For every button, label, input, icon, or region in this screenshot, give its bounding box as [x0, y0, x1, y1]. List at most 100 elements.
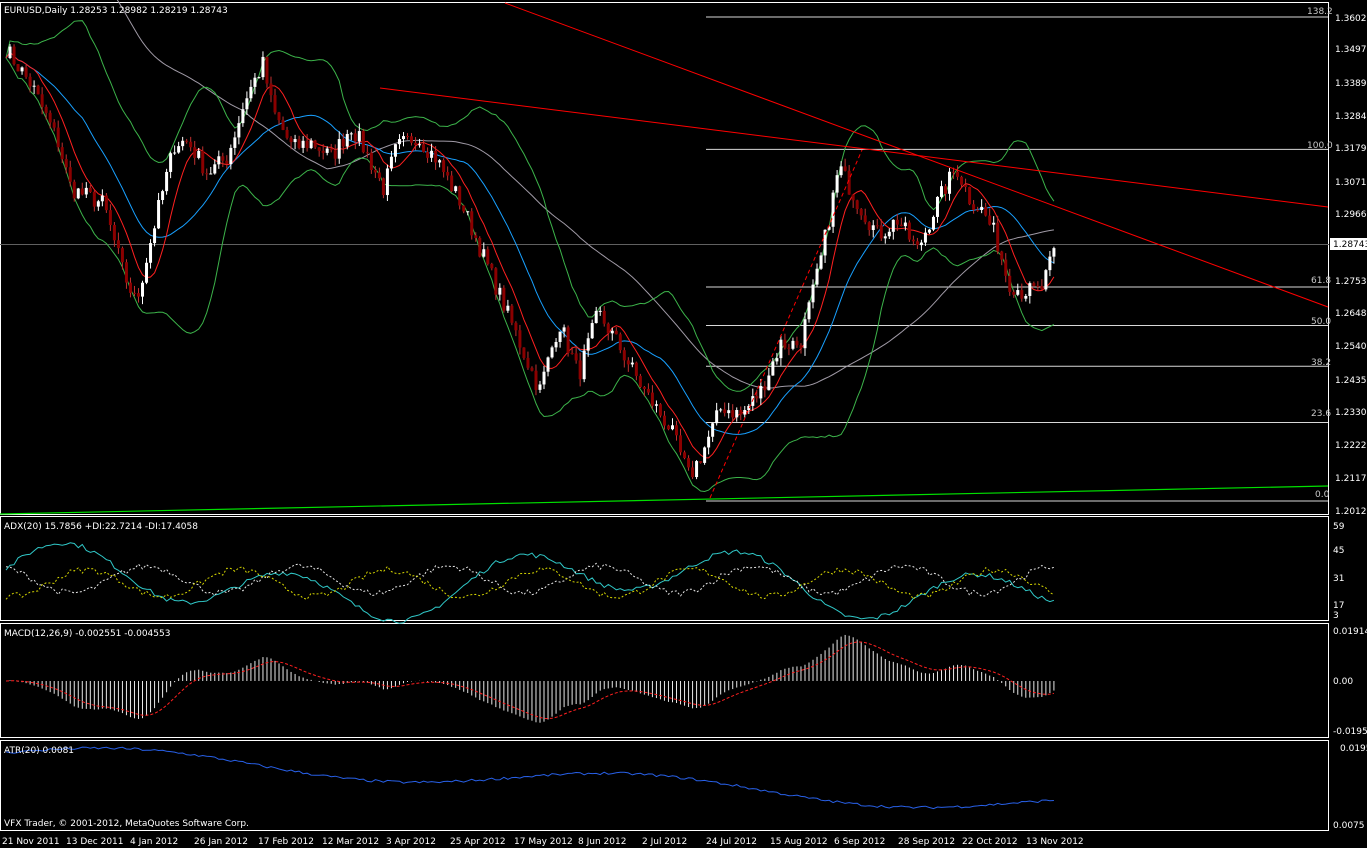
candle-body: [494, 268, 498, 295]
candle-body: [630, 362, 634, 365]
candle-body: [590, 323, 594, 339]
candle-body: [899, 224, 903, 227]
candle-body: [719, 409, 723, 411]
current-price-box: [1330, 238, 1367, 250]
candle-body: [393, 144, 397, 157]
candle-body: [675, 425, 679, 436]
candle-body: [859, 209, 863, 216]
candle-body: [64, 159, 68, 168]
candle-body: [482, 249, 486, 257]
candle-body: [169, 153, 173, 172]
adx-tick: 59: [1333, 522, 1345, 532]
fib-label: 23.6: [1311, 409, 1331, 419]
candle-body: [406, 136, 409, 138]
candle-body: [1000, 251, 1004, 260]
candle-body: [321, 150, 325, 153]
candle-body: [775, 358, 779, 362]
candle-body: [935, 196, 939, 217]
candle-body: [851, 194, 855, 201]
price-tick: 1.27530: [1335, 277, 1367, 287]
main-chart-border: [0, 2, 1329, 515]
candle-body: [265, 56, 269, 84]
candle-body: [506, 305, 510, 311]
candle-body: [301, 140, 305, 148]
atr-panel-border: [0, 740, 1329, 831]
candle-body: [795, 340, 799, 346]
fib-label: 61.8: [1311, 276, 1331, 286]
macd-header: MACD(12,26,9) -0.002551 -0.004553: [4, 629, 170, 639]
candle-body: [60, 147, 64, 160]
candle-body: [446, 172, 450, 176]
candle-body: [1048, 256, 1052, 271]
price-tick: 1.20120: [1335, 507, 1367, 517]
current-price-label: 1.28743: [1333, 240, 1367, 250]
candle-body: [783, 339, 787, 348]
candle-body: [558, 331, 562, 342]
resistance-trendline: [379, 87, 1329, 208]
candle-body: [72, 181, 76, 199]
candle-body: [173, 152, 177, 154]
candle-body: [56, 127, 60, 148]
candle-body: [474, 235, 478, 238]
candle-body: [213, 164, 217, 174]
candle-body: [1004, 259, 1008, 276]
candle-body: [691, 467, 695, 478]
candle-body: [116, 240, 120, 249]
candle-body: [831, 192, 835, 227]
candle-body: [249, 86, 253, 99]
candle-body: [666, 425, 670, 430]
candle-body: [293, 139, 297, 143]
candle-body: [964, 184, 968, 188]
candle-body: [598, 310, 602, 312]
candle-body: [189, 141, 193, 148]
candle-body: [871, 225, 875, 231]
candle-body: [297, 139, 301, 148]
candle-body: [209, 173, 213, 175]
date-label: 12 Mar 2012: [322, 837, 379, 847]
candle-body: [735, 410, 739, 418]
fib-label: 138.2: [1307, 7, 1333, 17]
candle-body: [281, 120, 285, 130]
main-header: EURUSD,Daily 1.28253 1.28982 1.28219 1.2…: [4, 6, 228, 16]
candle-body: [325, 148, 329, 153]
candle-body: [759, 386, 763, 399]
candle-body: [602, 310, 606, 324]
candle-body: [944, 186, 948, 194]
candle-body: [124, 262, 128, 283]
price-tick: 1.21170: [1335, 474, 1367, 484]
candle-body: [988, 215, 992, 225]
candle-body: [815, 268, 819, 285]
candle-body: [767, 375, 771, 391]
candle-body: [269, 83, 273, 96]
date-label: 17 Feb 2012: [258, 837, 314, 847]
candle-body: [84, 187, 88, 195]
candle-body: [181, 140, 185, 147]
adx-tick: 17: [1333, 601, 1344, 611]
candle-body: [1052, 248, 1056, 257]
candle-body: [638, 375, 642, 387]
candle-body: [490, 263, 494, 269]
candle-body: [699, 461, 703, 463]
candle-body: [931, 216, 935, 230]
candle-body: [923, 232, 927, 243]
candle-body: [313, 140, 317, 148]
candle-body: [145, 262, 149, 283]
candle-body: [526, 357, 530, 368]
ma-fast-line: [5, 51, 1055, 459]
candle-body: [1016, 290, 1020, 295]
candle-body: [823, 229, 827, 256]
candle-body: [542, 371, 546, 385]
adx-tick: 31: [1333, 574, 1344, 584]
candle-body: [514, 322, 518, 331]
candle-body: [867, 222, 871, 231]
candle-body: [317, 147, 321, 151]
candle-body: [715, 410, 719, 424]
candle-body: [976, 209, 980, 211]
candle-body: [237, 123, 241, 138]
candle-body: [791, 340, 795, 349]
ma-mid-line: [5, 51, 1055, 435]
candle-body: [968, 187, 972, 205]
candle-body: [855, 200, 859, 210]
candle-body: [466, 211, 470, 213]
